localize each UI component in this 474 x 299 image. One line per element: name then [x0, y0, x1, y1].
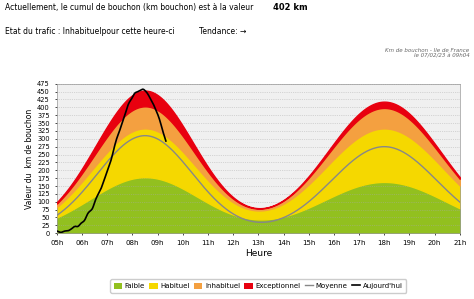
Text: Tendance: →: Tendance: →	[199, 27, 246, 36]
Legend: Faible, Habituel, Inhabituel, Exceptionnel, Moyenne, Aujourd'hui: Faible, Habituel, Inhabituel, Exceptionn…	[110, 279, 406, 292]
Text: Km de bouchon - Ile de France
le 07/02/23 à 09h04: Km de bouchon - Ile de France le 07/02/2…	[385, 48, 469, 59]
Text: Etat du trafic : Inhabituelpour cette heure-ci: Etat du trafic : Inhabituelpour cette he…	[5, 27, 174, 36]
Y-axis label: Valeur du  km de bouchon: Valeur du km de bouchon	[26, 108, 35, 209]
X-axis label: Heure: Heure	[245, 249, 272, 258]
Text: 402 km: 402 km	[273, 3, 307, 12]
Text: Actuellement, le cumul de bouchon (km bouchon) est à la valeur: Actuellement, le cumul de bouchon (km bo…	[5, 3, 255, 12]
